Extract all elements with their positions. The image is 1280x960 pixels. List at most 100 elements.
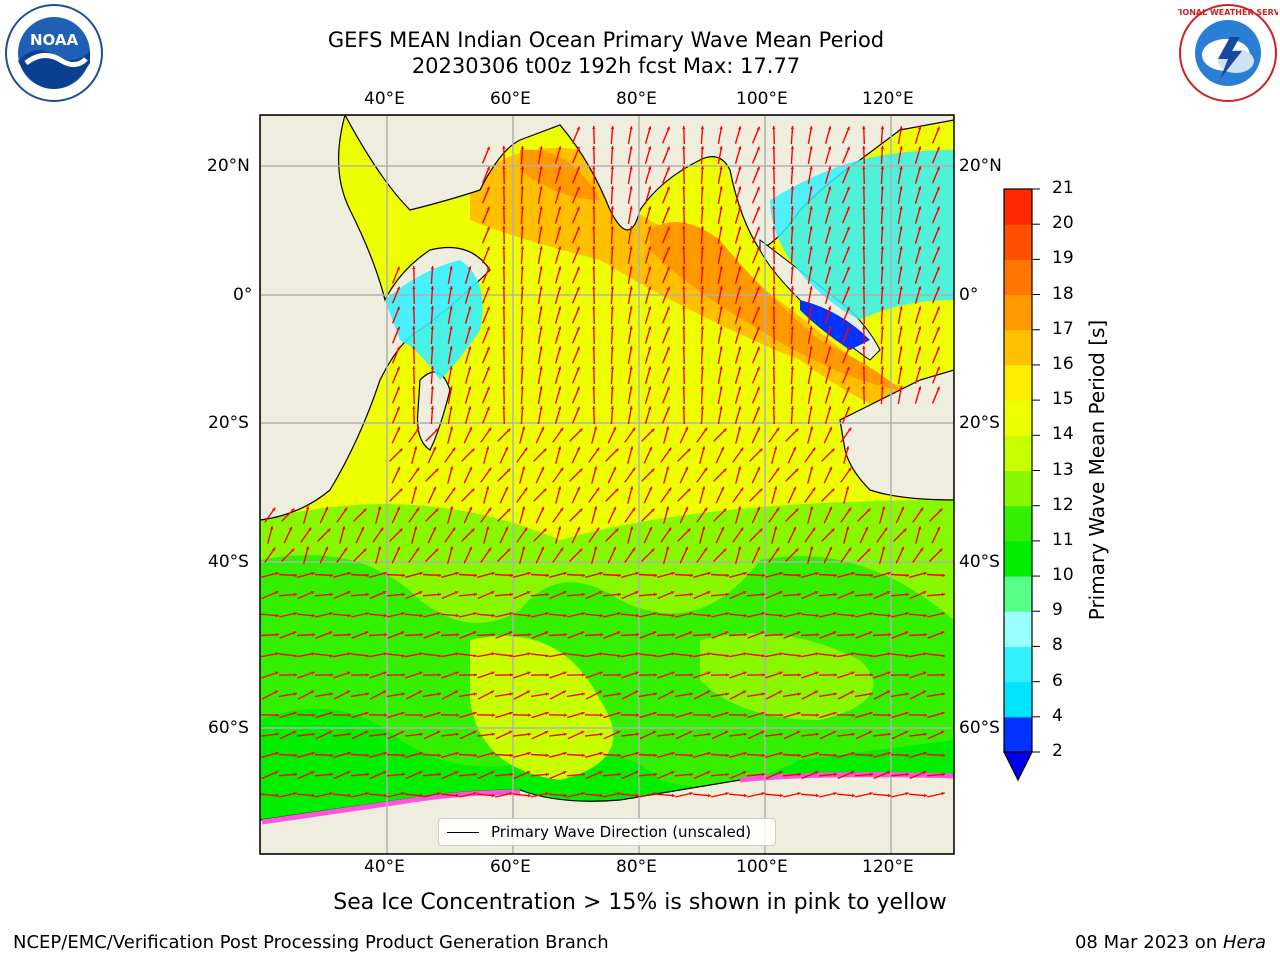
wave-direction-arrowhead	[688, 731, 693, 734]
wave-direction-arrowhead	[809, 546, 814, 550]
wave-direction-arrowhead	[616, 631, 621, 635]
wave-direction-arrowhead	[648, 366, 652, 370]
colorbar-tick-label: 21	[1052, 178, 1074, 198]
wave-direction-arrowhead	[772, 166, 776, 170]
wave-direction-arrowhead	[325, 506, 328, 511]
wave-direction-arrowhead	[719, 166, 723, 170]
footer-credit: NCEP/EMC/Verification Post Processing Pr…	[13, 932, 609, 953]
wave-direction-arrowhead	[941, 654, 945, 658]
wave-direction-arrowhead	[936, 226, 940, 231]
wave-direction-arrowhead	[491, 613, 495, 618]
wave-direction-arrowhead	[291, 548, 295, 552]
wave-direction-arrowhead	[761, 673, 765, 677]
wave-direction-arrowhead	[610, 326, 615, 330]
wave-direction-arrowhead	[779, 751, 783, 756]
wave-direction-arrowhead	[700, 226, 705, 230]
wave-direction-arrowhead	[700, 266, 705, 270]
wave-direction-arrowhead	[560, 467, 564, 472]
wave-direction-arrowhead	[455, 751, 459, 756]
wave-direction-arrowhead	[617, 692, 621, 696]
wave-direction-arrowhead	[759, 488, 763, 492]
wave-direction-arrowhead	[365, 654, 369, 658]
wave-direction-arrowhead	[700, 366, 705, 370]
wave-direction-arrowhead	[563, 571, 567, 576]
wave-direction-arrowhead	[347, 633, 351, 637]
wave-direction-arrowhead	[543, 528, 547, 532]
wave-direction-arrowhead	[790, 206, 795, 210]
colorbar-frame	[1003, 188, 1033, 753]
wave-direction-arrowhead	[347, 571, 351, 576]
wave-direction-arrowhead	[521, 546, 526, 550]
wave-direction-arrowhead	[936, 306, 940, 311]
wave-direction-arrowhead	[689, 772, 693, 777]
wave-direction-arrowhead	[365, 573, 369, 577]
wave-direction-arrowhead	[772, 126, 776, 130]
wave-direction-arrowhead	[742, 591, 747, 595]
wave-direction-arrowhead	[328, 631, 333, 635]
wave-direction-arrowhead	[671, 613, 675, 618]
wave-direction-arrowhead	[833, 612, 837, 616]
wave-direction-arrowhead	[797, 573, 801, 577]
colorbar-tick-label: 14	[1052, 424, 1074, 445]
wave-direction-arrowhead	[610, 366, 615, 370]
colorbar-segment	[1004, 364, 1032, 401]
wave-direction-arrowhead	[293, 711, 297, 715]
wave-direction-arrowhead	[773, 486, 778, 490]
wave-direction-arrowhead	[274, 690, 278, 694]
wave-direction-arrowhead	[502, 386, 506, 390]
wave-direction-arrowhead	[486, 266, 490, 271]
wave-direction-arrowhead	[412, 326, 416, 330]
wave-direction-arrowhead	[850, 591, 855, 595]
colorbar-tick-label: 10	[1052, 565, 1074, 586]
wave-direction-arrowhead	[527, 793, 531, 798]
wave-direction-arrowhead	[473, 592, 477, 597]
colorbar-segment	[1004, 470, 1032, 507]
wave-direction-arrowhead	[346, 690, 350, 694]
wave-direction-arrowhead	[936, 366, 940, 371]
wave-direction-arrowhead	[920, 507, 924, 512]
wave-direction-arrowhead	[361, 526, 364, 531]
wave-direction-arrowhead	[599, 732, 603, 736]
noaa-logo-text: NOAA	[30, 31, 79, 49]
wave-direction-arrowhead	[563, 633, 567, 637]
wave-direction-arrowhead	[653, 573, 657, 577]
wave-direction-arrowhead	[581, 592, 585, 597]
wave-direction-arrowhead	[831, 528, 835, 532]
wave-direction-arrowhead	[723, 548, 727, 552]
wave-direction-arrowhead	[455, 671, 459, 675]
wave-direction-arrowhead	[795, 468, 799, 472]
wave-direction-arrowhead	[581, 612, 585, 616]
wave-direction-arrowhead	[527, 671, 531, 675]
wave-direction-arrowhead	[918, 226, 922, 230]
wave-direction-arrowhead	[401, 654, 405, 658]
wave-direction-arrowhead	[377, 506, 382, 510]
wave-direction-arrowhead	[473, 772, 477, 777]
wave-direction-arrowhead	[648, 186, 652, 190]
wave-direction-arrowhead	[812, 527, 816, 532]
wave-direction-arrowhead	[576, 266, 580, 271]
wave-direction-arrowhead	[941, 612, 945, 616]
wave-direction-arrowhead	[649, 526, 652, 531]
wave-direction-arrowhead	[905, 753, 909, 757]
lon-tick-top-40e: 40°E	[364, 89, 405, 109]
wave-direction-arrowhead	[880, 366, 885, 370]
wave-direction-arrowhead	[936, 386, 940, 391]
wave-direction-arrowhead	[629, 346, 633, 350]
wave-direction-arrowhead	[682, 166, 686, 170]
wave-direction-arrowhead	[701, 526, 706, 530]
wave-direction-arrowhead	[545, 654, 549, 658]
wave-direction-arrowhead	[617, 654, 621, 658]
wave-direction-arrowhead	[740, 527, 744, 532]
wave-direction-arrowhead	[502, 186, 506, 190]
legend-line-swatch	[447, 831, 479, 833]
wave-direction-arrowhead	[725, 592, 729, 597]
wave-direction-arrowhead	[541, 466, 544, 471]
wave-direction-arrowhead	[833, 711, 837, 715]
wave-direction-arrowhead	[707, 671, 711, 675]
wave-direction-arrowhead	[472, 731, 477, 734]
wave-direction-arrowhead	[936, 166, 940, 171]
wave-direction-arrowhead	[344, 547, 348, 552]
wave-direction-arrowhead	[592, 186, 596, 190]
wave-direction-arrowhead	[887, 732, 891, 736]
period-band-2-java	[800, 300, 870, 350]
